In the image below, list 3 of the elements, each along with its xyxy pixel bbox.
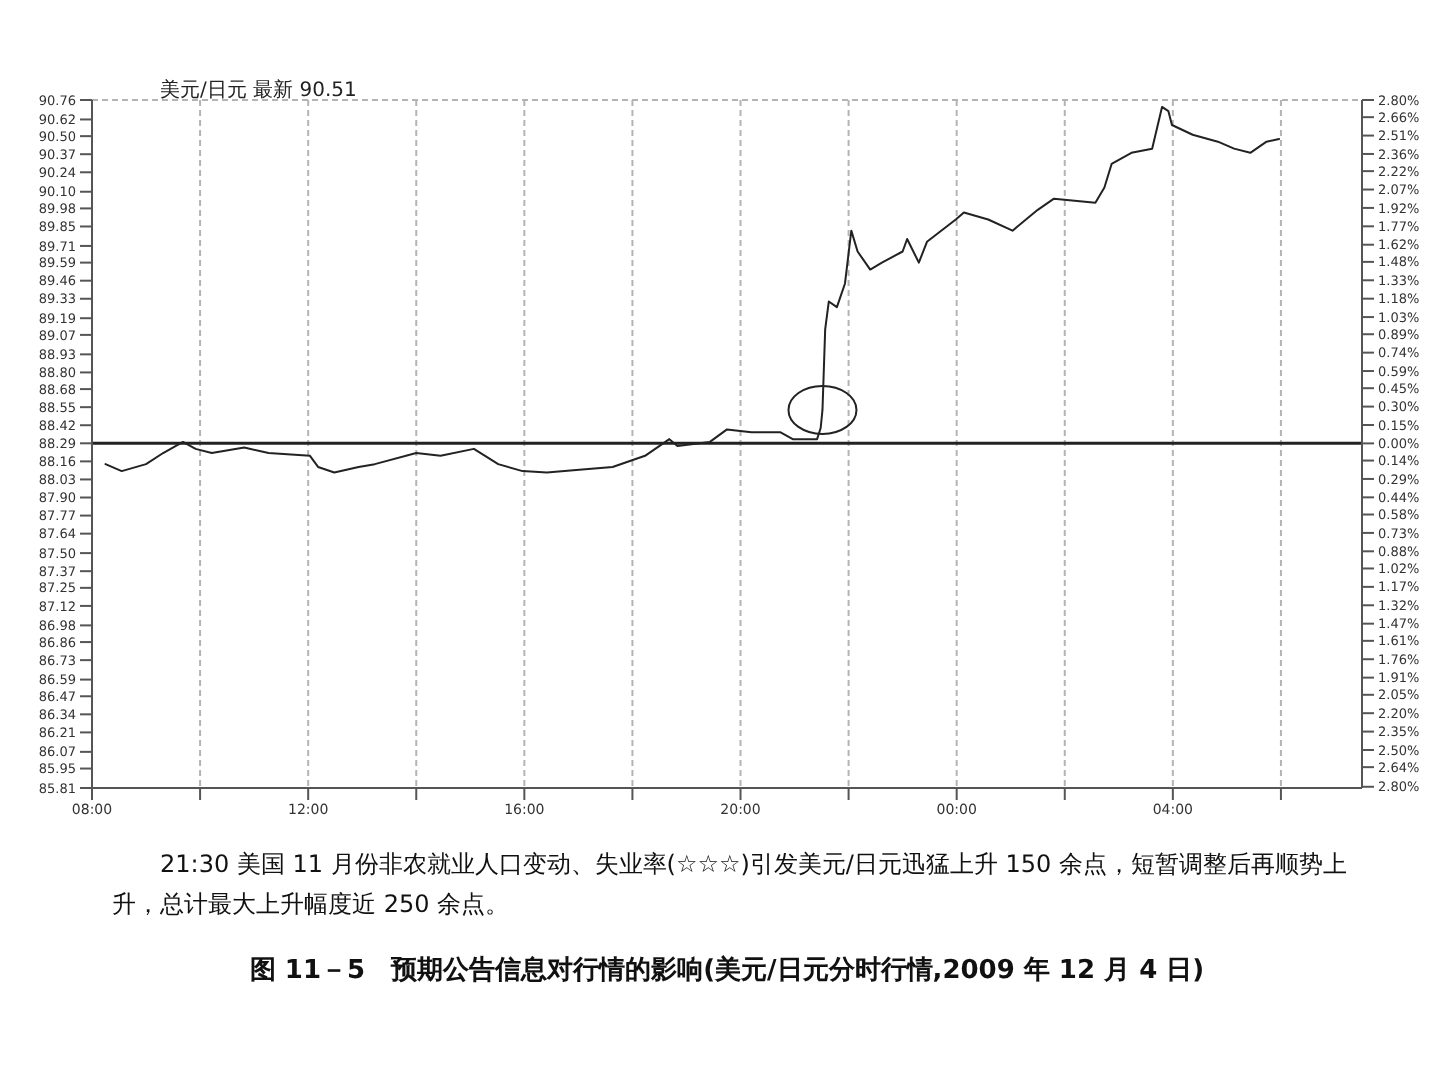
text: 图 11－5 预期公告信息对行情的影响(美元/日元分时行情,2009 年 12 月 4 日)	[247, 953, 1207, 988]
chart-subtitle: 美元/日元 最新 90.51	[160, 77, 357, 104]
text: 21:30 美国 11 月份非农就业人口变动、失业率(☆☆☆)引发美元/日元迅猛上升 150 余点，短暂调整后再顺势上升，总计最大上升幅度近 250 余点。	[112, 848, 1350, 922]
